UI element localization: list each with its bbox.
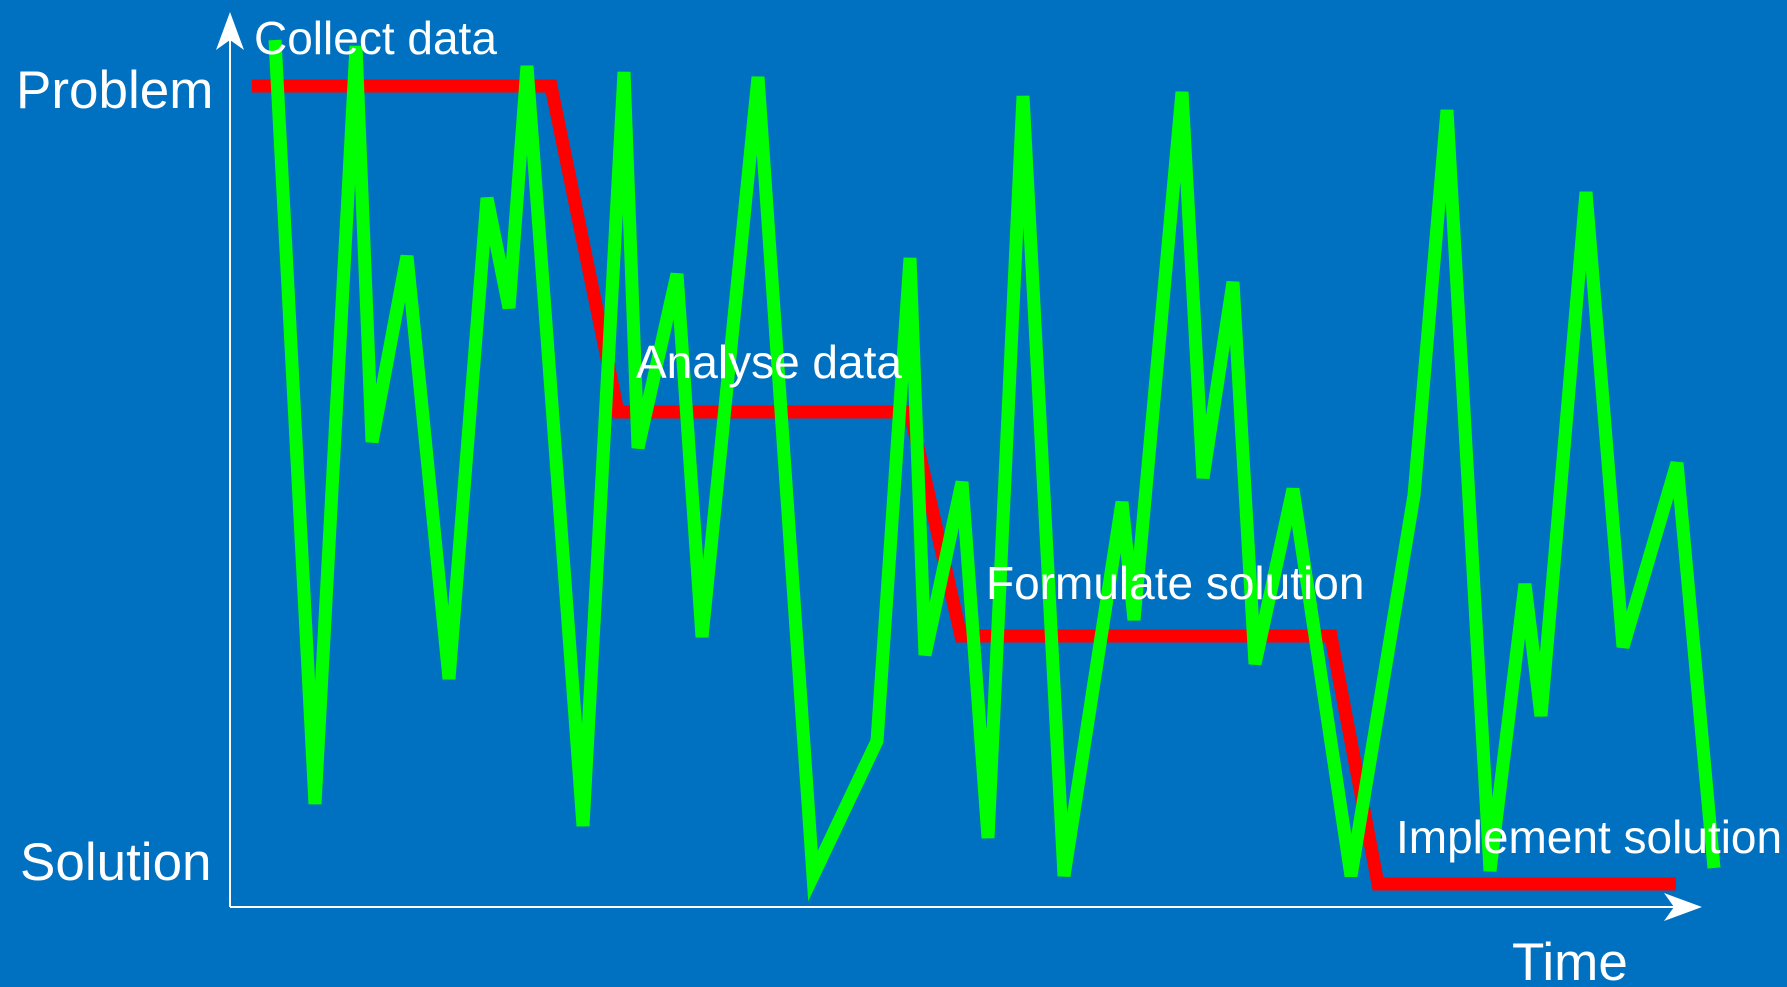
phase-label-formulate-solution: Formulate solution bbox=[986, 557, 1364, 609]
y-axis-bottom-label: Solution bbox=[20, 833, 212, 892]
x-axis-label: Time bbox=[1512, 933, 1628, 987]
structured-process-line bbox=[252, 79, 1676, 891]
y-axis-top-label: Problem bbox=[16, 61, 213, 120]
phase-label-analyse-data: Analyse data bbox=[636, 336, 902, 388]
y-axis-arrowhead bbox=[216, 12, 244, 50]
actual-process-line bbox=[268, 39, 1721, 902]
x-axis-arrowhead bbox=[1664, 893, 1702, 921]
phase-label-implement-solution: Implement solution bbox=[1396, 811, 1782, 863]
phase-label-collect-data: Collect data bbox=[254, 12, 497, 64]
